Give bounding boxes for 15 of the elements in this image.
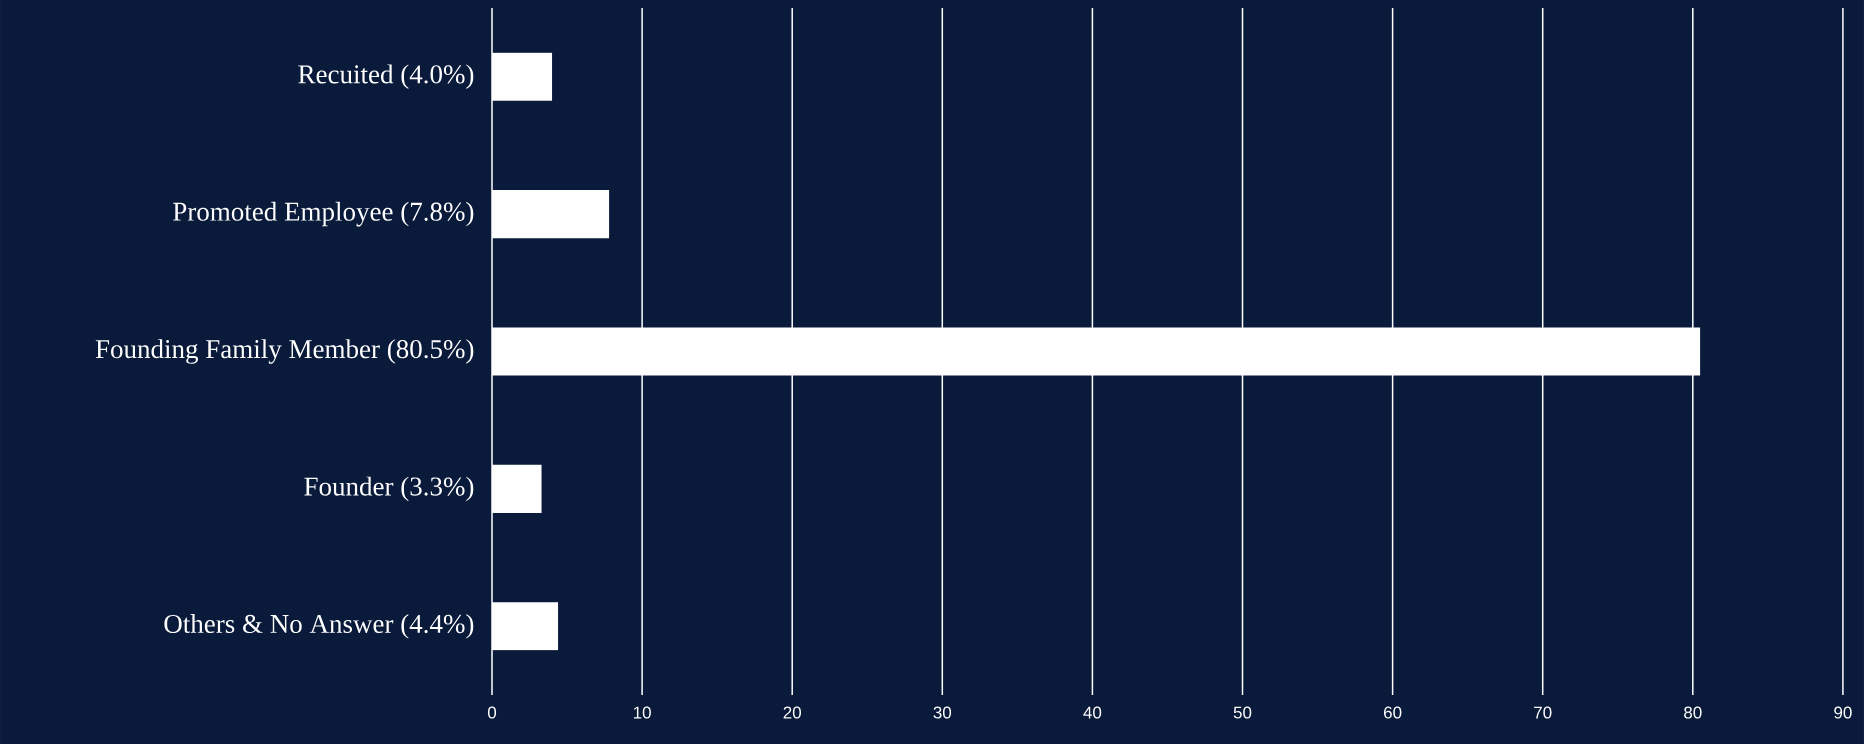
y-tick-label: Others & No Answer (4.4%) bbox=[164, 614, 474, 639]
y-tick-label: Recuited (4.0%) bbox=[298, 64, 474, 89]
x-tick-label: 30 bbox=[933, 706, 952, 719]
x-tick-label: 60 bbox=[1384, 706, 1402, 719]
x-tick-label: 80 bbox=[1684, 706, 1702, 719]
x-tick-label: 10 bbox=[633, 706, 651, 719]
x-tick-label: 40 bbox=[1083, 706, 1102, 719]
y-tick-label: Founding Family Member (80.5%) bbox=[95, 339, 474, 364]
y-tick-label: Founder (3.3%) bbox=[304, 476, 474, 502]
y-tick-label: Promoted Employee (7.8%) bbox=[173, 201, 474, 227]
x-tick-label: 0 bbox=[487, 706, 497, 719]
x-tick-label: 50 bbox=[1233, 706, 1252, 719]
x-tick-label: 90 bbox=[1834, 706, 1852, 719]
x-tick-label: 20 bbox=[783, 706, 801, 719]
x-tick-label: 70 bbox=[1534, 706, 1552, 719]
